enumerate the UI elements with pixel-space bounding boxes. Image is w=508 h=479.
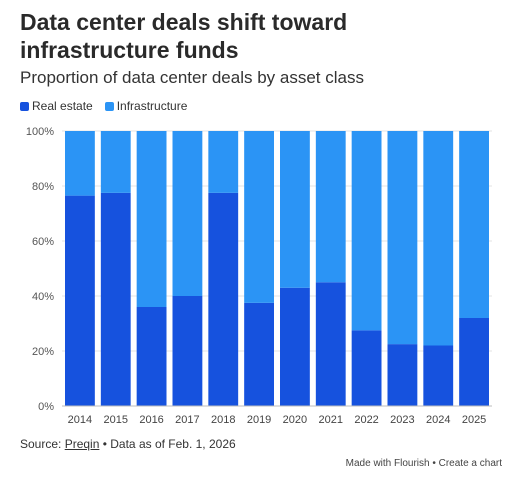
x-tick-label: 2015: [104, 414, 128, 426]
bar-infrastructure: [244, 131, 274, 303]
bar-real-estate: [280, 287, 310, 406]
bar-infrastructure: [387, 131, 418, 345]
bar-real-estate: [65, 195, 95, 406]
x-tick-label: 2019: [247, 414, 271, 426]
y-tick-label: 0%: [38, 401, 54, 413]
y-tick-label: 20%: [32, 346, 54, 358]
x-tick-label: 2023: [390, 414, 414, 426]
legend-swatch-real-estate: [20, 101, 29, 111]
flourish-credit[interactable]: Made with Flourish • Create a chart: [345, 458, 502, 469]
bar-real-estate: [172, 296, 203, 406]
source-prefix: Source:: [20, 437, 65, 451]
legend-swatch-infrastructure: [104, 101, 114, 111]
bar-real-estate: [459, 318, 489, 406]
y-tick-label: 60%: [32, 236, 54, 248]
bar-infrastructure: [423, 131, 454, 346]
x-tick-label: 2017: [175, 414, 199, 426]
x-tick-label: 2018: [211, 414, 235, 426]
bar-real-estate: [351, 330, 382, 406]
bar-real-estate: [136, 307, 167, 406]
bar-infrastructure: [459, 131, 489, 318]
bar-real-estate: [423, 345, 454, 406]
source-suffix: • Data as of Feb. 1, 2026: [99, 437, 236, 451]
bar-real-estate: [208, 192, 239, 406]
chart-subtitle: Proportion of data center deals by asset…: [20, 68, 364, 87]
bar-real-estate: [315, 282, 346, 406]
y-tick-label: 100%: [26, 126, 54, 138]
source-link[interactable]: Preqin: [64, 437, 100, 451]
legend: Real estate Infrastructure: [20, 99, 187, 113]
bar-real-estate: [100, 192, 131, 406]
x-tick-label: 2016: [139, 414, 163, 426]
bar-infrastructure: [172, 131, 203, 296]
source-note: Source: Preqin • Data as of Feb. 1, 2026: [20, 437, 236, 451]
bar-infrastructure: [136, 131, 167, 307]
legend-label-real-estate: Real estate: [32, 99, 93, 113]
legend-label-infrastructure: Infrastructure: [116, 99, 188, 113]
x-tick-label: 2025: [462, 414, 486, 426]
legend-item-real-estate[interactable]: Real estate: [20, 99, 93, 113]
x-tick-label: 2024: [426, 414, 450, 426]
bar-real-estate: [387, 344, 418, 406]
x-tick-label: 2020: [283, 414, 307, 426]
stacked-bar-chart: 0% 20% 40% 60% 80% 100% 2014 2015 2016 2017 2018 20…: [26, 126, 492, 426]
bar-infrastructure: [280, 131, 310, 288]
bar-infrastructure: [208, 131, 239, 193]
bar-infrastructure: [100, 131, 131, 193]
y-tick-label: 40%: [32, 291, 54, 303]
x-tick-label: 2014: [68, 414, 92, 426]
x-tick-label: 2022: [354, 414, 378, 426]
bar-infrastructure: [351, 131, 382, 331]
y-tick-label: 80%: [32, 181, 54, 193]
bar-infrastructure: [315, 131, 346, 283]
bar-real-estate: [244, 302, 274, 406]
bar-infrastructure: [65, 131, 95, 196]
legend-item-infrastructure[interactable]: Infrastructure: [104, 99, 188, 113]
x-tick-label: 2021: [319, 414, 343, 426]
chart-title: Data center deals shift toward infrastru…: [20, 9, 348, 63]
